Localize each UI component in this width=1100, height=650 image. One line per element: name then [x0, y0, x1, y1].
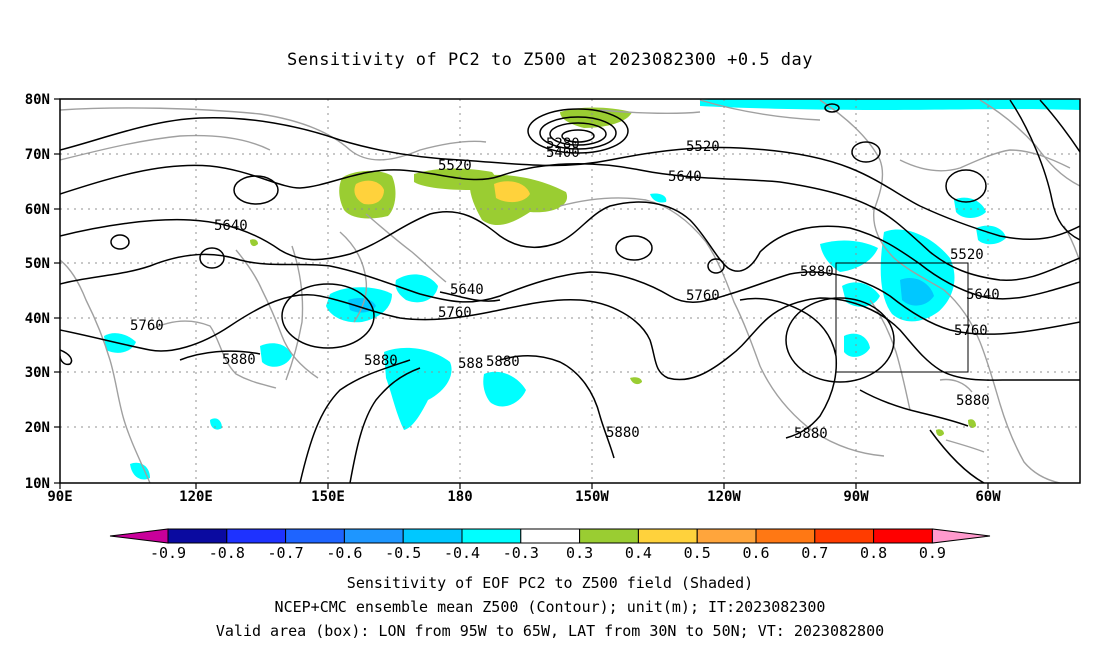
valid-area-box	[835, 262, 969, 373]
colorbar-cell	[873, 528, 933, 544]
colorbar-label: -0.9	[150, 544, 186, 562]
colorbar-label: -0.7	[268, 544, 304, 562]
colorbar-label: -0.6	[326, 544, 362, 562]
contour-labels: 5280 5400 5520 5520 5640 5640 5640 5640 …	[130, 136, 1000, 442]
contour-label: 5520	[686, 139, 720, 155]
colorbar-label: 0.5	[684, 544, 711, 562]
colorbar-cell	[637, 528, 698, 544]
contour-label: 5880	[222, 352, 256, 368]
lat-tick-label: 20N	[25, 420, 50, 436]
colorbar-cell	[579, 528, 639, 544]
colorbar-cell	[167, 528, 228, 544]
lat-tick-label: 70N	[25, 147, 50, 163]
colorbar-cell	[814, 528, 875, 544]
contour-label: 5400	[546, 145, 580, 161]
lon-tick-label: 120W	[707, 489, 741, 505]
colorbar-label: 0.6	[742, 544, 769, 562]
contour-label: 5760	[438, 305, 472, 321]
contour-label: 5760	[954, 323, 988, 339]
footer-line-2: NCEP+CMC ensemble mean Z500 (Contour); u…	[274, 598, 826, 616]
lon-tick-label: 60W	[975, 489, 1001, 505]
footer-line-1: Sensitivity of EOF PC2 to Z500 field (Sh…	[346, 574, 754, 592]
lon-tick-label: 90W	[843, 489, 869, 505]
lon-tick-label: 150E	[311, 489, 345, 505]
contour-label: 5520	[438, 158, 472, 174]
colorbar-cell	[285, 528, 345, 544]
contour-label: 5640	[966, 287, 1000, 303]
colorbar-label: 0.7	[801, 544, 828, 562]
lat-tick-label: 80N	[25, 92, 50, 108]
colorbar-cell	[343, 528, 404, 544]
contour-label: 5640	[668, 169, 702, 185]
colorbar: -0.9 -0.8 -0.7 -0.6 -0.5 -0.4 -0.3 0.3 0.4 0.5 0.6…	[109, 528, 991, 562]
lon-tick-label: 150W	[575, 489, 609, 505]
contour-label: 5640	[214, 218, 248, 234]
lat-tick-label: 10N	[25, 476, 50, 492]
colorbar-label: 0.9	[919, 544, 946, 562]
z500-contours	[60, 99, 1080, 483]
colorbar-label: 0.8	[860, 544, 887, 562]
contour-label: 5280	[546, 136, 580, 152]
map-frame	[59, 98, 1081, 484]
colorbar-low-end	[109, 528, 169, 544]
colorbar-label: 0.4	[625, 544, 652, 562]
contour-label: 5520	[950, 247, 984, 263]
lon-axis: 90E 120E 150E 180 150W 120W 90W 60W	[47, 489, 1001, 505]
colorbar-cell	[402, 528, 463, 544]
colorbar-cell	[755, 528, 816, 544]
lat-tick-label: 50N	[25, 256, 50, 272]
contour-label: 5880	[364, 353, 398, 369]
contour-label: 5760	[686, 288, 720, 304]
colorbar-label: -0.8	[209, 544, 245, 562]
map-content: 5280 5400 5520 5520 5640 5640 5640 5640 …	[60, 99, 1080, 483]
contour-label: 588	[458, 356, 483, 372]
contour-label: 5760	[130, 318, 164, 334]
lon-tick-label: 90E	[47, 489, 72, 505]
colorbar-label: -0.4	[444, 544, 480, 562]
colorbar-label: -0.5	[385, 544, 421, 562]
chart-title: Sensitivity of PC2 to Z500 at 2023082300…	[286, 50, 813, 70]
contour-label: 5880	[794, 426, 828, 442]
lat-tick-label: 30N	[25, 365, 50, 381]
contour-label: 5880	[486, 354, 520, 370]
lon-tick-label: 180	[447, 489, 472, 505]
contour-label: 5880	[606, 425, 640, 441]
contour-label: 5880	[956, 393, 990, 409]
tick-marks	[54, 98, 989, 489]
colorbar-label: -0.3	[503, 544, 539, 562]
colorbar-cell	[226, 528, 287, 544]
lat-tick-label: 40N	[25, 311, 50, 327]
colorbar-cell	[696, 528, 757, 544]
contour-label: 5880	[800, 264, 834, 280]
lat-tick-label: 60N	[25, 202, 50, 218]
footer-line-3: Valid area (box): LON from 95W to 65W, L…	[215, 622, 885, 640]
lon-tick-label: 120E	[179, 489, 213, 505]
colorbar-cell	[461, 528, 522, 544]
colorbar-high-end	[931, 528, 991, 544]
contour-label: 5640	[450, 282, 484, 298]
colorbar-cell	[520, 528, 581, 544]
colorbar-label: 0.3	[566, 544, 593, 562]
lat-axis: 80N 70N 60N 50N 40N 30N 20N 10N	[25, 92, 50, 492]
